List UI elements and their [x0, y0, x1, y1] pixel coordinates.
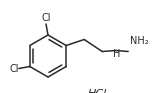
- Text: H: H: [113, 49, 120, 59]
- Text: NH₂: NH₂: [130, 36, 149, 46]
- Text: Cl: Cl: [41, 13, 51, 23]
- Text: HCl: HCl: [88, 89, 107, 93]
- Text: Cl: Cl: [9, 64, 19, 73]
